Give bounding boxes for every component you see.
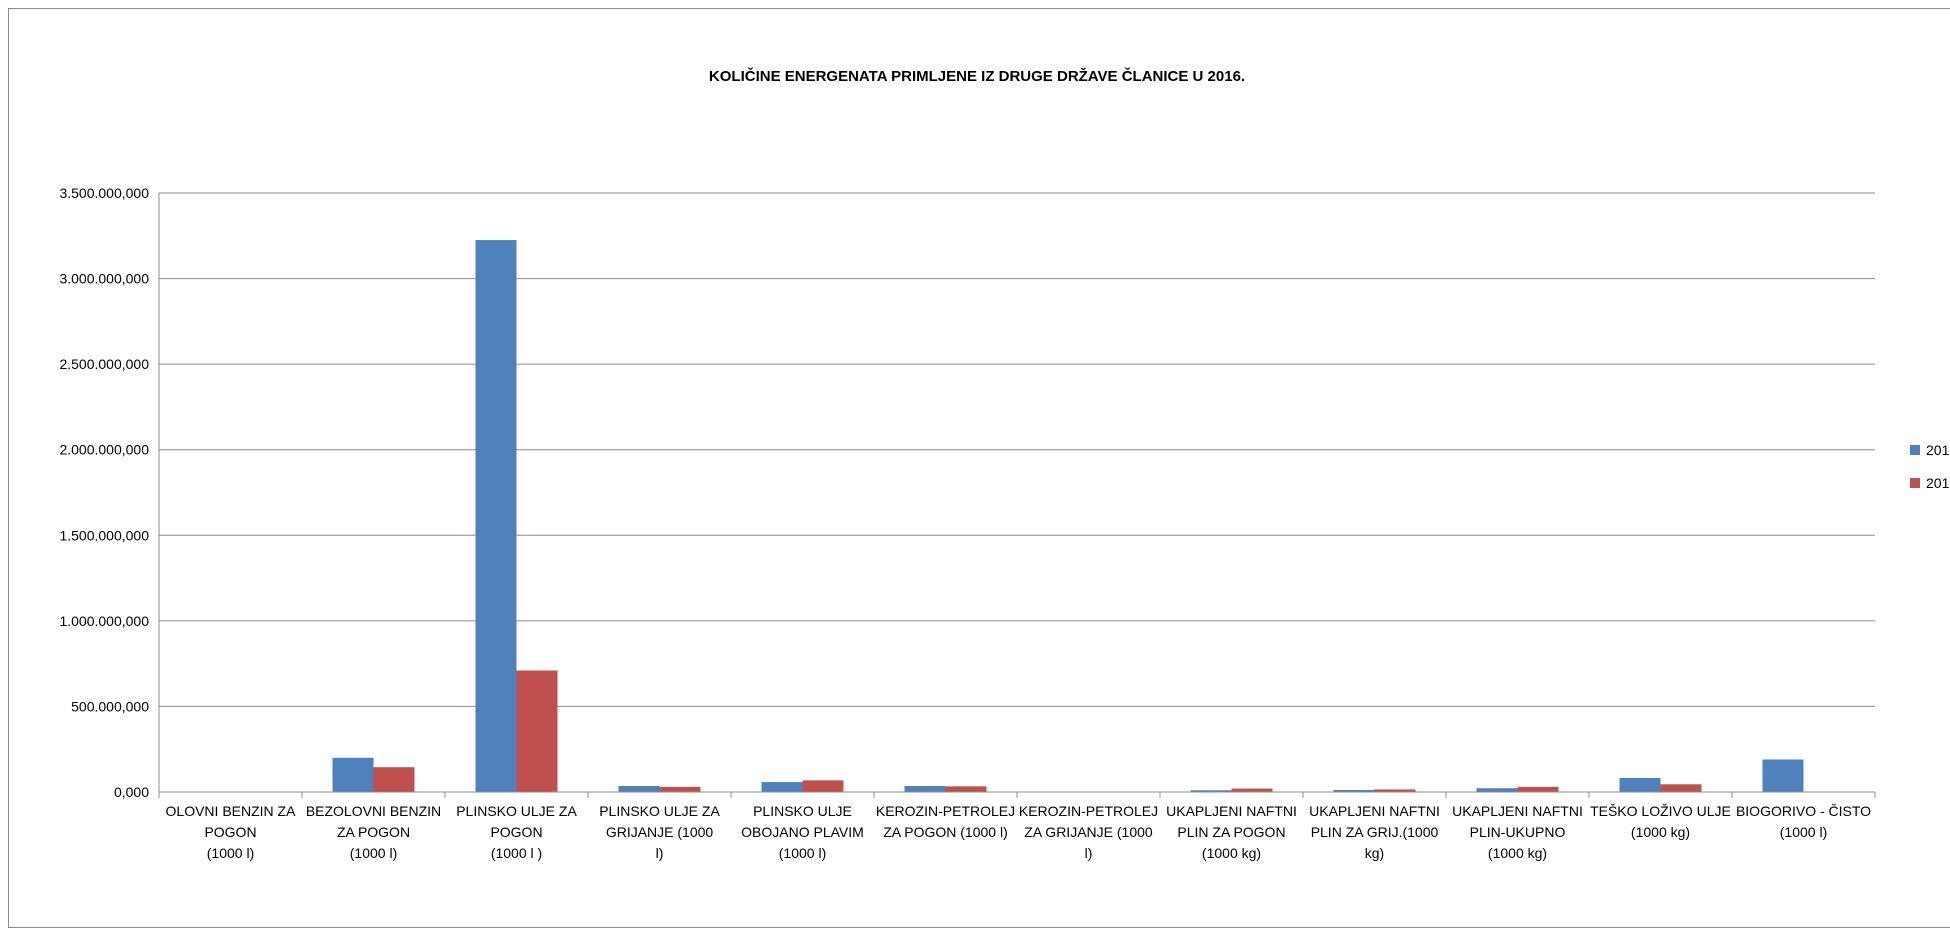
y-tick-label: 1.000.000,000 (59, 613, 149, 629)
y-tick-label: 1.500.000,000 (59, 527, 149, 543)
legend-swatch-2015 (1910, 445, 1920, 455)
bar-2015 (618, 786, 660, 792)
legend: 2015 2016 (1910, 442, 1950, 491)
chart-frame: KOLIČINE ENERGENATA PRIMLJENE IZ DRUGE D… (8, 8, 1950, 928)
x-category-label: UKAPLJENI NAFTNI PLIN-UKUPNO (1000 kg) (1452, 803, 1583, 861)
bar-2016 (516, 670, 558, 792)
bar-2015 (475, 240, 517, 793)
bar-2015 (1333, 789, 1375, 792)
x-axis-category-labels: OLOVNI BENZIN ZA POGON (1000 l)BEZOLOVNI B… (166, 803, 1872, 861)
bar-2015 (1619, 777, 1661, 792)
y-tick-label: 3.000.000,000 (59, 271, 149, 287)
x-category-label: KEROZIN-PETROLEJ ZA GRIJANJE (1000 l) (1019, 803, 1158, 861)
bar-2015 (332, 757, 374, 792)
bar-chart: KOLIČINE ENERGENATA PRIMLJENE IZ DRUGE D… (59, 67, 1950, 861)
gridlines (159, 192, 1875, 707)
chart-title: KOLIČINE ENERGENATA PRIMLJENE IZ DRUGE D… (709, 67, 1245, 85)
legend-label-2016: 2016 (1926, 475, 1950, 491)
x-category-label: TEŠKO LOŽIVO ULJE (1000 kg) (1590, 803, 1731, 840)
bar-2016 (659, 786, 701, 792)
x-category-label: PLINSKO ULJE OBOJANO PLAVIM (1000 l) (741, 803, 864, 861)
bar-2016 (1660, 784, 1702, 792)
bar-2015 (904, 786, 946, 792)
x-category-label: BEZOLOVNI BENZIN ZA POGON (1000 l) (306, 803, 441, 861)
bar-2016 (373, 767, 415, 792)
bar-2015 (1476, 788, 1518, 792)
x-category-label: UKAPLJENI NAFTNI PLIN ZA GRIJ.(1000 kg) (1309, 803, 1440, 861)
x-category-label: PLINSKO ULJE ZA GRIJANJE (1000 l) (599, 803, 720, 861)
bar-2016 (1374, 789, 1416, 792)
bar-2015 (761, 782, 803, 792)
bar-2016 (1231, 788, 1273, 792)
x-category-label: UKAPLJENI NAFTNI PLIN ZA POGON (1000 kg) (1166, 803, 1297, 861)
x-category-label: BIOGORIVO - ČISTO (1000 l) (1736, 803, 1871, 840)
axes (158, 193, 1876, 798)
legend-label-2015: 2015 (1926, 442, 1950, 458)
y-tick-label: 2.500.000,000 (59, 356, 149, 372)
y-axis-tick-labels: 0,000 500.000,000 1.000.000,000 1.500.000,0… (59, 185, 149, 800)
legend-swatch-2016 (1910, 478, 1920, 488)
bar-2016 (1517, 786, 1559, 792)
bar-2015 (1762, 759, 1804, 792)
bar-2015 (1190, 790, 1232, 792)
x-category-label: OLOVNI BENZIN ZA POGON (1000 l) (166, 803, 297, 861)
y-tick-label: 3.500.000,000 (59, 185, 149, 201)
bar-2016 (802, 780, 844, 792)
x-category-label: KEROZIN-PETROLEJ ZA POGON (1000 l) (876, 803, 1015, 840)
y-tick-label: 500.000,000 (71, 698, 149, 714)
y-tick-label: 0,000 (114, 784, 149, 800)
bar-2016 (945, 786, 987, 792)
y-tick-label: 2.000.000,000 (59, 442, 149, 458)
x-category-label: PLINSKO ULJE ZA POGON (1000 l ) (456, 803, 577, 861)
bars (332, 240, 1804, 793)
